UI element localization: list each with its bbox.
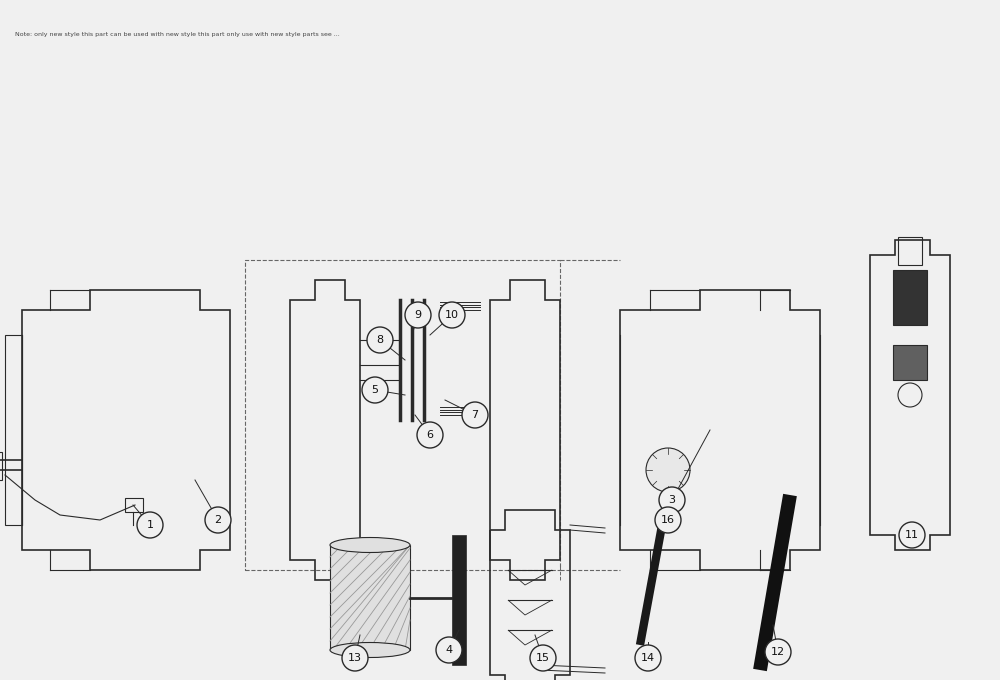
Text: 7: 7 <box>471 410 479 420</box>
Circle shape <box>362 377 388 403</box>
Bar <box>452 535 466 665</box>
Bar <box>330 545 410 650</box>
Text: 2: 2 <box>214 515 222 525</box>
Circle shape <box>530 645 556 671</box>
Circle shape <box>137 512 163 538</box>
Text: 14: 14 <box>641 653 655 663</box>
Circle shape <box>655 507 681 533</box>
Circle shape <box>436 637 462 663</box>
Text: 8: 8 <box>376 335 384 345</box>
Circle shape <box>646 448 690 492</box>
Text: 11: 11 <box>905 530 919 540</box>
Circle shape <box>635 645 661 671</box>
Text: 1: 1 <box>146 520 154 530</box>
Circle shape <box>342 645 368 671</box>
Text: 9: 9 <box>414 310 422 320</box>
Ellipse shape <box>330 643 410 658</box>
Circle shape <box>462 402 488 428</box>
Text: 3: 3 <box>668 495 676 505</box>
Text: 6: 6 <box>426 430 434 440</box>
Circle shape <box>899 522 925 548</box>
Bar <box>893 345 927 380</box>
Text: 13: 13 <box>348 653 362 663</box>
Bar <box>893 270 927 325</box>
Circle shape <box>439 302 465 328</box>
Text: 4: 4 <box>445 645 453 655</box>
Bar <box>125 498 143 512</box>
Circle shape <box>765 639 791 665</box>
Circle shape <box>417 422 443 448</box>
Text: 16: 16 <box>661 515 675 525</box>
Text: Note: only new style this part can be used with new style this part only use wit: Note: only new style this part can be us… <box>15 32 340 37</box>
Circle shape <box>659 487 685 513</box>
Circle shape <box>405 302 431 328</box>
Text: 5: 5 <box>372 385 378 395</box>
Text: 12: 12 <box>771 647 785 657</box>
Circle shape <box>205 507 231 533</box>
Ellipse shape <box>330 537 410 552</box>
Circle shape <box>367 327 393 353</box>
Bar <box>0 452 2 480</box>
Text: 10: 10 <box>445 310 459 320</box>
Text: 15: 15 <box>536 653 550 663</box>
Bar <box>898 237 922 265</box>
